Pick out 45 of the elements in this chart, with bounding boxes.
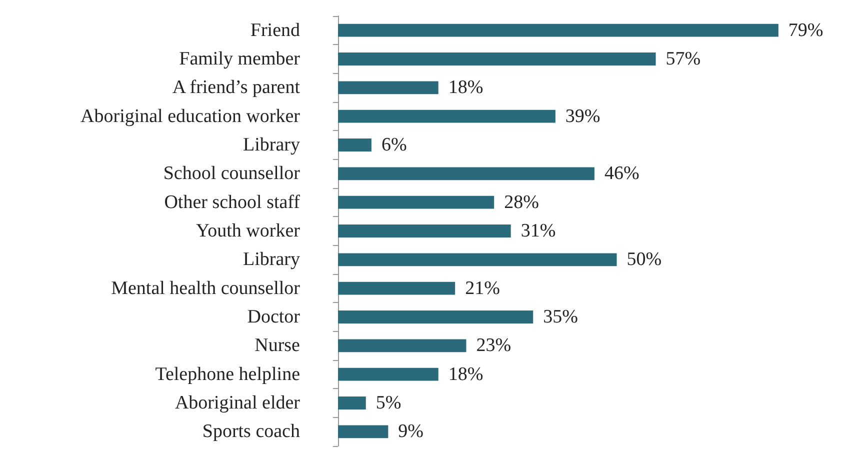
y-tick-label: Youth worker bbox=[196, 220, 301, 242]
data-label: 35% bbox=[543, 306, 578, 328]
bar bbox=[338, 138, 372, 152]
bar bbox=[338, 339, 466, 352]
bar bbox=[338, 110, 556, 123]
data-label: 5% bbox=[376, 392, 402, 414]
data-label: 31% bbox=[520, 220, 556, 242]
data-label: 79% bbox=[788, 20, 824, 41]
y-tick-label: Nurse bbox=[254, 335, 300, 356]
y-tick-label: Other school staff bbox=[164, 192, 301, 213]
y-tick-label: School counsellor bbox=[163, 163, 301, 184]
bar bbox=[338, 396, 366, 410]
y-tick-label: A friend’s parent bbox=[172, 77, 301, 98]
y-tick-label: Aboriginal elder bbox=[174, 392, 301, 414]
data-label: 57% bbox=[666, 48, 701, 70]
bar bbox=[338, 24, 778, 37]
bar bbox=[338, 167, 594, 180]
data-label: 46% bbox=[604, 163, 640, 184]
data-label: 28% bbox=[504, 192, 540, 213]
data-label: 18% bbox=[448, 364, 484, 385]
bar bbox=[338, 81, 438, 94]
y-tick-label: Telephone helpline bbox=[155, 364, 300, 385]
bar bbox=[338, 310, 534, 324]
y-tick-label: Doctor bbox=[247, 306, 301, 328]
y-tick-label: Friend bbox=[250, 20, 300, 41]
y-tick-label: Aboriginal education worker bbox=[80, 106, 301, 127]
bar bbox=[338, 196, 494, 209]
bar bbox=[338, 368, 438, 381]
y-tick-label: Mental health counsellor bbox=[111, 278, 301, 299]
data-label: 18% bbox=[448, 77, 484, 98]
data-label: 6% bbox=[381, 134, 407, 156]
y-tick-label: Sports coach bbox=[202, 421, 300, 442]
bar bbox=[338, 52, 656, 66]
data-label: 21% bbox=[465, 278, 500, 299]
y-tick-label: Library bbox=[243, 134, 300, 156]
data-label: 23% bbox=[476, 335, 512, 356]
data-label: 9% bbox=[398, 421, 424, 442]
data-label: 39% bbox=[565, 106, 600, 127]
bar bbox=[338, 224, 511, 238]
bar bbox=[338, 282, 456, 295]
bar bbox=[338, 253, 617, 266]
bar bbox=[338, 425, 388, 438]
y-tick-label: Library bbox=[243, 249, 300, 270]
y-tick-label: Family member bbox=[179, 48, 301, 70]
data-label: 50% bbox=[626, 249, 662, 270]
